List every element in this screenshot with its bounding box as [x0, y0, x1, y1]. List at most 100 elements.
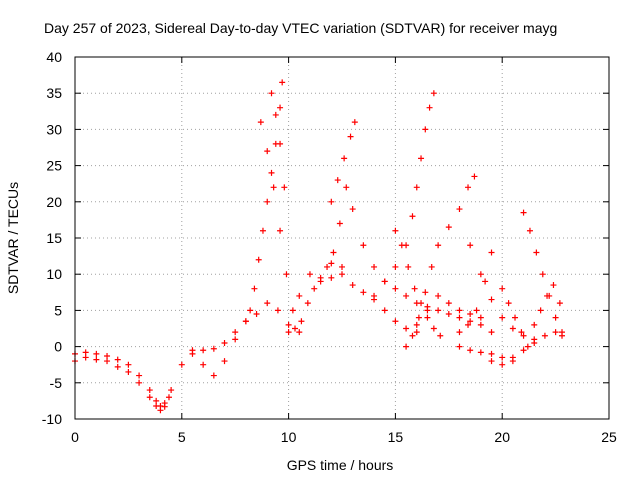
data-point — [533, 249, 540, 256]
data-point — [520, 209, 527, 216]
series-arc-1 — [72, 300, 292, 409]
data-point — [232, 336, 239, 343]
series-arc-16 — [456, 343, 516, 365]
series-arc-20 — [531, 282, 563, 328]
data-point — [537, 307, 544, 314]
series-arc-17 — [488, 329, 566, 368]
data-point — [435, 307, 442, 314]
data-point — [505, 300, 512, 307]
data-point — [435, 242, 442, 249]
data-point — [512, 314, 519, 321]
data-point — [82, 354, 89, 361]
y-tick-label: 25 — [46, 158, 62, 174]
data-point — [467, 311, 474, 318]
data-point — [281, 184, 288, 191]
data-point — [328, 260, 335, 267]
data-point — [456, 343, 463, 350]
data-point — [339, 271, 345, 278]
series-arc-14 — [456, 249, 495, 336]
data-point — [210, 345, 217, 352]
data-point — [445, 300, 452, 307]
data-point — [488, 329, 495, 336]
data-point — [336, 220, 343, 227]
data-point — [539, 271, 546, 278]
data-point — [210, 372, 217, 379]
data-point — [324, 263, 331, 270]
data-point — [272, 111, 279, 118]
data-point — [259, 227, 266, 234]
data-point — [270, 184, 277, 191]
data-point — [413, 184, 420, 191]
data-point — [473, 307, 480, 314]
data-point — [403, 343, 410, 350]
data-point — [283, 271, 290, 278]
data-point — [298, 318, 305, 325]
y-tick-label: 35 — [46, 85, 62, 101]
y-tick-label: 15 — [46, 230, 62, 246]
data-point — [136, 372, 143, 379]
x-tick-label: 25 — [601, 429, 617, 445]
data-point — [221, 339, 228, 346]
data-point — [349, 206, 356, 213]
data-point — [82, 349, 89, 356]
data-point — [424, 314, 431, 321]
data-point — [499, 354, 506, 361]
data-point — [403, 325, 410, 332]
series-arc-2 — [72, 354, 172, 414]
series-arc-21 — [413, 292, 484, 328]
data-point — [552, 329, 559, 336]
data-point — [268, 169, 275, 176]
data-point — [430, 90, 437, 97]
data-point — [351, 119, 358, 126]
data-point — [422, 289, 429, 296]
data-point — [268, 90, 275, 97]
data-point — [334, 177, 341, 184]
data-point — [339, 263, 345, 270]
series-arc-19 — [520, 209, 566, 336]
data-point — [424, 307, 431, 314]
series-arc-6 — [285, 274, 324, 336]
data-point — [165, 394, 172, 401]
data-point — [477, 271, 484, 278]
data-point — [488, 350, 495, 357]
data-point — [392, 263, 399, 270]
data-point — [153, 402, 160, 409]
data-point — [477, 321, 484, 328]
data-point — [161, 403, 168, 410]
data-point — [349, 282, 356, 289]
data-point — [257, 119, 264, 126]
data-point — [330, 249, 337, 256]
data-point — [392, 227, 399, 234]
data-point — [499, 314, 506, 321]
data-point — [418, 155, 425, 162]
data-point — [306, 271, 313, 278]
y-tick-label: 0 — [54, 339, 62, 355]
data-point — [360, 289, 367, 296]
data-point — [422, 126, 429, 133]
data-point — [518, 329, 525, 336]
data-point — [456, 307, 463, 314]
data-point — [467, 242, 474, 249]
data-point — [392, 285, 399, 292]
data-point — [347, 133, 354, 140]
x-axis-label: GPS time / hours — [287, 457, 394, 473]
y-tick-label: 5 — [54, 302, 62, 318]
data-point — [253, 311, 260, 318]
data-point — [292, 325, 299, 332]
y-tick-label: 40 — [46, 49, 62, 65]
data-point — [488, 296, 495, 303]
x-tick-label: 5 — [178, 429, 186, 445]
data-point — [435, 292, 442, 299]
data-point — [146, 394, 153, 401]
data-point — [465, 184, 472, 191]
data-point — [409, 213, 416, 220]
data-point — [415, 314, 422, 321]
data-point — [520, 347, 527, 354]
data-point — [114, 363, 121, 370]
data-point — [482, 278, 489, 285]
data-point — [285, 321, 292, 328]
data-point — [499, 285, 506, 292]
data-point — [405, 263, 412, 270]
data-point — [277, 104, 284, 111]
